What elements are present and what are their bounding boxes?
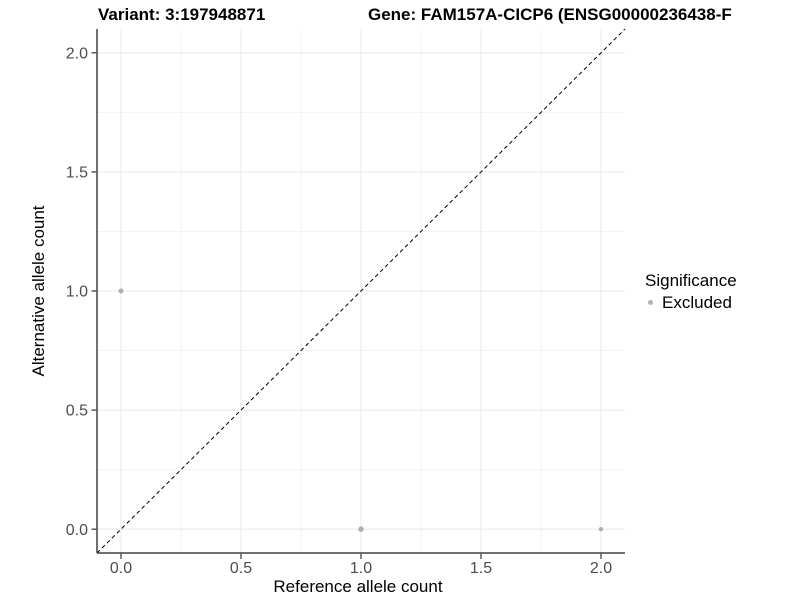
x-tick-label: 2.0 (590, 560, 612, 577)
data-point (358, 526, 364, 532)
identity-dashed-line (96, 28, 626, 554)
y-axis-label: Alternative allele count (29, 205, 48, 376)
x-axis-label: Reference allele count (273, 577, 442, 596)
gene-title: Gene: FAM157A-CICP6 (ENSG00000236438-F (368, 5, 732, 24)
x-tick-label: 0.0 (110, 560, 132, 577)
x-tick-label: 0.5 (230, 560, 252, 577)
y-tick-label: 2.0 (66, 45, 88, 62)
legend-title: Significance (645, 271, 737, 290)
legend-entry-excluded: Excluded (645, 293, 737, 312)
y-tick-label: 0.5 (66, 403, 88, 420)
y-tick-label: 1.5 (66, 165, 88, 182)
x-tick-label: 1.0 (350, 560, 372, 577)
data-point (118, 288, 124, 294)
y-tick-label: 1.0 (66, 284, 88, 301)
y-tick-label: 0.0 (66, 522, 88, 539)
data-point (598, 526, 604, 532)
legend: Significance Excluded (645, 271, 737, 312)
variant-title: Variant: 3:197948871 (98, 5, 266, 24)
legend-entry-label: Excluded (662, 293, 732, 312)
excluded-point-icon (648, 300, 653, 305)
x-tick-label: 1.5 (470, 560, 492, 577)
